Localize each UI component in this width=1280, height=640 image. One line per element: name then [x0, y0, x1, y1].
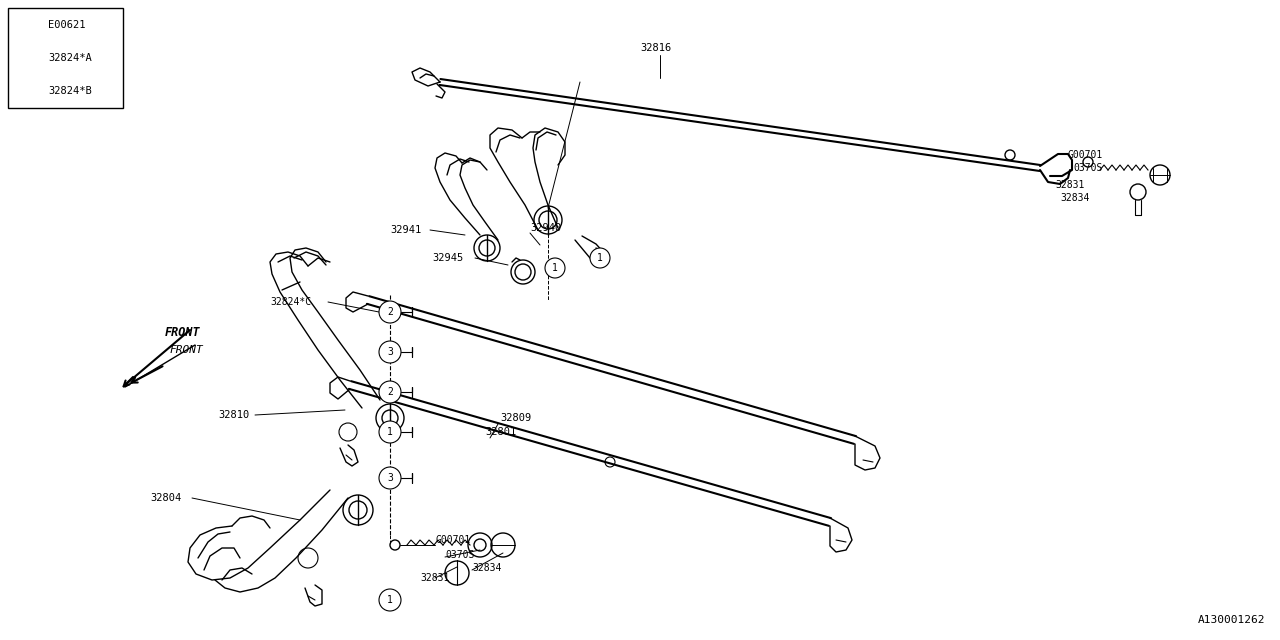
- Text: 2: 2: [387, 307, 393, 317]
- Text: 32824*A: 32824*A: [49, 53, 92, 63]
- Text: 32824*B: 32824*B: [49, 86, 92, 97]
- Circle shape: [15, 81, 35, 101]
- Text: 32834: 32834: [1060, 193, 1089, 203]
- Circle shape: [379, 341, 401, 363]
- Text: 32834: 32834: [472, 563, 502, 573]
- Text: E00621: E00621: [49, 20, 86, 29]
- Circle shape: [379, 421, 401, 443]
- Circle shape: [379, 589, 401, 611]
- Circle shape: [379, 467, 401, 489]
- Text: 1: 1: [552, 263, 558, 273]
- Text: 32831: 32831: [1055, 180, 1084, 190]
- Text: 32801: 32801: [485, 427, 516, 437]
- Text: 32945: 32945: [433, 253, 463, 263]
- Text: 32810: 32810: [218, 410, 250, 420]
- Text: G00701: G00701: [1068, 150, 1103, 160]
- Text: FRONT: FRONT: [170, 345, 204, 355]
- Text: 32831: 32831: [420, 573, 449, 583]
- Text: 3: 3: [387, 473, 393, 483]
- Text: 1: 1: [596, 253, 603, 263]
- Text: G00701: G00701: [435, 535, 470, 545]
- Circle shape: [545, 258, 564, 278]
- Bar: [8, 8, 123, 108]
- Text: 32809: 32809: [500, 413, 531, 423]
- Text: 2: 2: [22, 53, 28, 63]
- Circle shape: [15, 48, 35, 68]
- Text: 0370S: 0370S: [445, 550, 475, 560]
- Text: A130001262: A130001262: [1198, 615, 1265, 625]
- Text: 3: 3: [387, 347, 393, 357]
- Text: 32824*C: 32824*C: [270, 297, 311, 307]
- Text: 1: 1: [387, 595, 393, 605]
- Text: 1: 1: [387, 427, 393, 437]
- Circle shape: [590, 248, 611, 268]
- Circle shape: [379, 381, 401, 403]
- Text: 1: 1: [22, 20, 28, 29]
- Circle shape: [379, 301, 401, 323]
- Text: 2: 2: [387, 387, 393, 397]
- Text: 0370S: 0370S: [1073, 163, 1102, 173]
- Text: 32941: 32941: [390, 225, 421, 235]
- Circle shape: [15, 15, 35, 35]
- Text: 32940: 32940: [530, 223, 561, 233]
- Text: 32816: 32816: [640, 43, 671, 53]
- Text: 32804: 32804: [150, 493, 182, 503]
- Text: 3: 3: [22, 86, 28, 97]
- Circle shape: [339, 423, 357, 441]
- Text: FRONT: FRONT: [165, 326, 201, 339]
